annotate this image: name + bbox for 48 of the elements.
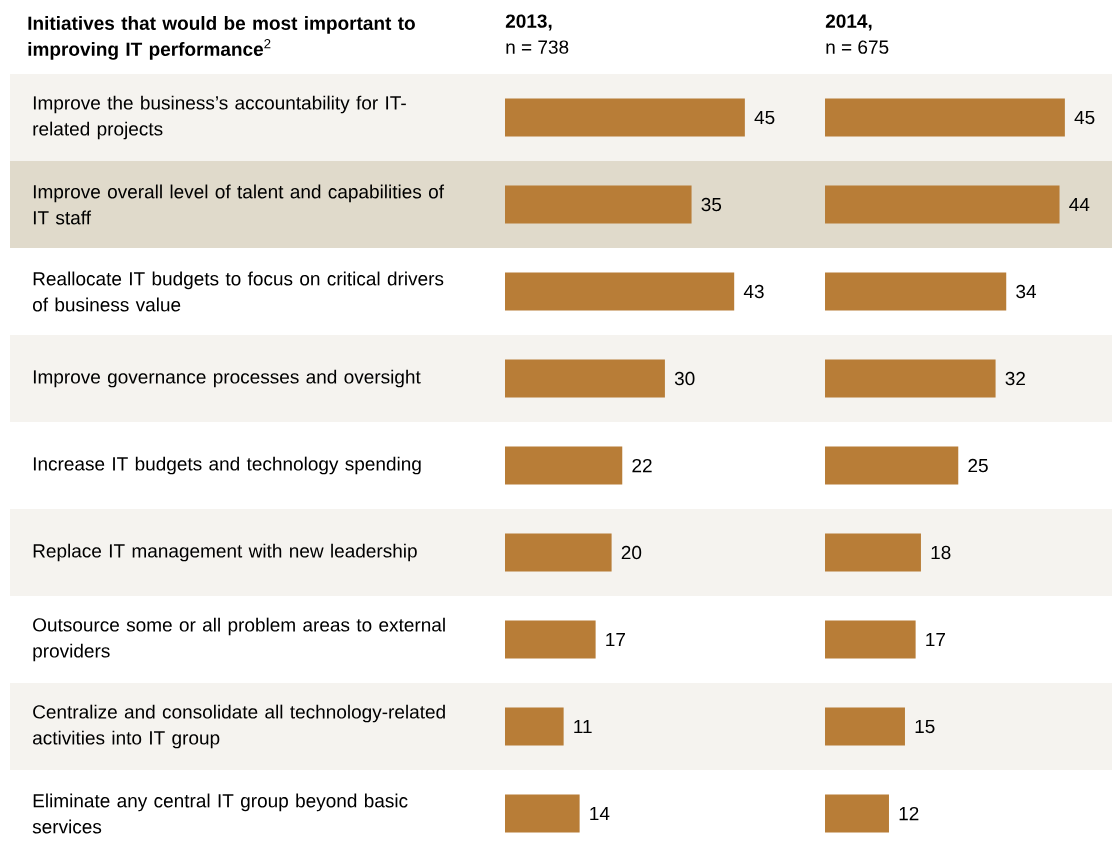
data-label: 35 [701, 197, 722, 212]
data-label: 17 [606, 632, 625, 647]
bar [825, 359, 996, 398]
data-label: 32 [1005, 371, 1025, 386]
bar [825, 533, 921, 572]
chart-subtitle: n = 675 [826, 40, 889, 54]
data-label: 12 [899, 806, 919, 821]
y-tick-label: Centralize and consolidate all technology-related activities into IT group [33, 704, 445, 749]
y-tick-label: Improve overall level of talent and capabilities of IT staff [33, 184, 445, 225]
y-tick-label: Outsource some or all problem areas to external providers [33, 617, 445, 662]
data-label: 43 [743, 284, 764, 299]
bar [825, 272, 1007, 311]
bar [505, 98, 745, 137]
y-tick-label: Replace IT management with new leadership [33, 543, 417, 562]
chart-title: 2014, [825, 14, 872, 31]
bar [505, 272, 735, 311]
y-tick-label: Improve the business’s accountability for IT-related projects [33, 95, 406, 140]
y-tick-label: Eliminate any central IT group beyond basic services [32, 793, 408, 834]
bar [505, 446, 623, 485]
data-label: 34 [1016, 284, 1037, 299]
data-label: 30 [674, 371, 695, 386]
bar [825, 446, 959, 485]
bar [825, 707, 905, 746]
bar [505, 620, 596, 659]
bar [505, 707, 564, 746]
y-tick-label: Increase IT budgets and technology spending [33, 456, 421, 475]
data-label: 11 [574, 719, 592, 734]
bar [825, 620, 916, 659]
data-label: 20 [621, 545, 642, 560]
bar [505, 794, 580, 833]
data-label: 14 [590, 806, 610, 821]
data-label: 25 [968, 458, 988, 473]
y-tick-label: Reallocate IT budgets to focus on critical drivers of business value [32, 271, 444, 312]
data-label: 17 [926, 632, 945, 647]
bar [505, 533, 612, 572]
chart-subtitle: n = 738 [506, 40, 569, 54]
data-label: 45 [1074, 110, 1095, 125]
bar [825, 794, 889, 833]
y-tick-label: Improve governance processes and oversight [33, 369, 421, 388]
data-label: 44 [1069, 197, 1090, 212]
data-label: 45 [754, 110, 775, 125]
data-label: 18 [931, 545, 951, 560]
y-axis-title: Initiatives that would be most important to improving IT performance$^{2}$ [28, 16, 415, 60]
data-label: 22 [632, 458, 652, 473]
chart-title: 2013, [505, 14, 552, 31]
bar [505, 185, 692, 224]
bar [505, 359, 665, 398]
data-label: 15 [915, 719, 935, 734]
